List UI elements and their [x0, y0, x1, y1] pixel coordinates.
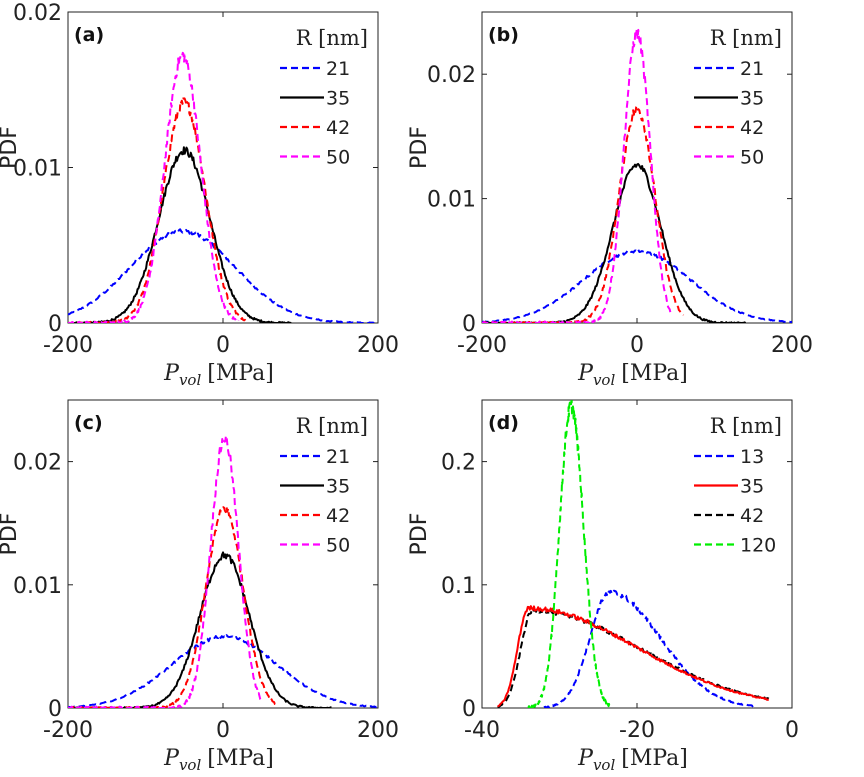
- series-line-21: [68, 228, 378, 323]
- series-line-13: [543, 589, 754, 708]
- y-tick-label: 0: [462, 697, 476, 722]
- y-axis-label: PDF: [407, 513, 432, 556]
- x-axis-label: Pvol [MPa]: [577, 361, 688, 389]
- series-line-42: [497, 607, 770, 708]
- y-tick-label: 0.02: [13, 1, 62, 26]
- legend: R [nm] 21 35 42 50: [694, 26, 782, 169]
- x-tick-label: -20: [619, 718, 655, 743]
- series-group: [497, 400, 770, 708]
- x-tick-label: 0: [216, 718, 230, 743]
- x-tick-label: 200: [771, 333, 813, 358]
- legend-title: R [nm]: [296, 414, 368, 438]
- legend: R [nm] 21 35 42 50: [280, 414, 368, 557]
- series-line-120: [527, 400, 611, 708]
- series-line-50: [482, 27, 673, 323]
- legend-entry-42: 42: [326, 117, 350, 139]
- legend: R [nm] 21 35 42 50: [280, 26, 368, 169]
- series-group: [482, 27, 792, 323]
- y-tick-label: 0.01: [13, 157, 62, 182]
- y-tick-label: 0: [48, 697, 62, 722]
- x-tick-label: -200: [43, 333, 93, 358]
- y-tick-label: 0.2: [441, 451, 476, 476]
- x-tick-label: 0: [785, 718, 799, 743]
- series-line-35: [482, 162, 747, 323]
- legend-entry-21: 21: [326, 446, 350, 468]
- legend-entry-120: 120: [740, 535, 776, 557]
- y-tick-label: 0.02: [427, 63, 476, 88]
- legend-title: R [nm]: [296, 26, 368, 50]
- legend-entry-13: 13: [740, 446, 764, 468]
- series-line-35: [497, 605, 770, 708]
- legend-entry-50: 50: [326, 535, 350, 557]
- x-tick-label: 0: [216, 333, 230, 358]
- panel-label: (c): [74, 412, 103, 434]
- series-line-35: [68, 146, 292, 323]
- legend-title: R [nm]: [710, 414, 782, 438]
- panel-label: (b): [488, 24, 519, 46]
- legend-title: R [nm]: [710, 26, 782, 50]
- x-tick-label: -200: [43, 718, 93, 743]
- x-tick-label: 200: [357, 718, 399, 743]
- chart-panel-4: -40 -20 0 0 0.1 0.2 PDF Pvol [MPa] (d) R [nm] 13 35 4…: [407, 399, 799, 774]
- legend-entry-50: 50: [740, 147, 764, 169]
- legend: R [nm] 13 35 42 120: [694, 414, 782, 557]
- legend-entry-35: 35: [740, 88, 764, 110]
- legend-entry-35: 35: [326, 476, 350, 498]
- series-group: [68, 51, 378, 323]
- legend-entry-35: 35: [326, 88, 350, 110]
- legend-entry-42: 42: [740, 117, 764, 139]
- y-axis-label: PDF: [0, 513, 22, 556]
- panel-label: (d): [488, 412, 519, 434]
- legend-entry-35: 35: [740, 476, 764, 498]
- x-tick-label: -40: [464, 718, 500, 743]
- panel-label: (a): [74, 24, 104, 46]
- series-line-42: [482, 104, 685, 323]
- legend-entry-21: 21: [326, 58, 350, 80]
- x-tick-label: -200: [457, 333, 507, 358]
- series-line-21: [68, 634, 378, 708]
- y-tick-label: 0.1: [441, 574, 476, 599]
- y-tick-label: 0: [48, 312, 62, 337]
- x-tick-label: 200: [357, 333, 399, 358]
- series-line-42: [68, 506, 278, 708]
- series-line-50: [68, 434, 262, 708]
- y-tick-label: 0: [462, 312, 476, 337]
- series-line-21: [482, 248, 792, 323]
- legend-entry-21: 21: [740, 58, 764, 80]
- series-line-42: [68, 97, 248, 323]
- series-line-50: [68, 51, 240, 323]
- series-group: [68, 434, 378, 708]
- y-axis-label: PDF: [0, 126, 22, 169]
- x-axis-label: Pvol [MPa]: [577, 746, 688, 774]
- legend-entry-50: 50: [326, 147, 350, 169]
- x-tick-label: 0: [630, 333, 644, 358]
- y-tick-label: 0.01: [427, 188, 476, 213]
- x-axis-label: Pvol [MPa]: [163, 746, 274, 774]
- legend-entry-42: 42: [326, 505, 350, 527]
- legend-entry-42: 42: [740, 505, 764, 527]
- x-axis-label: Pvol [MPa]: [163, 361, 274, 389]
- y-tick-label: 0.01: [13, 574, 62, 599]
- y-tick-label: 0.02: [13, 451, 62, 476]
- y-axis-label: PDF: [407, 126, 432, 169]
